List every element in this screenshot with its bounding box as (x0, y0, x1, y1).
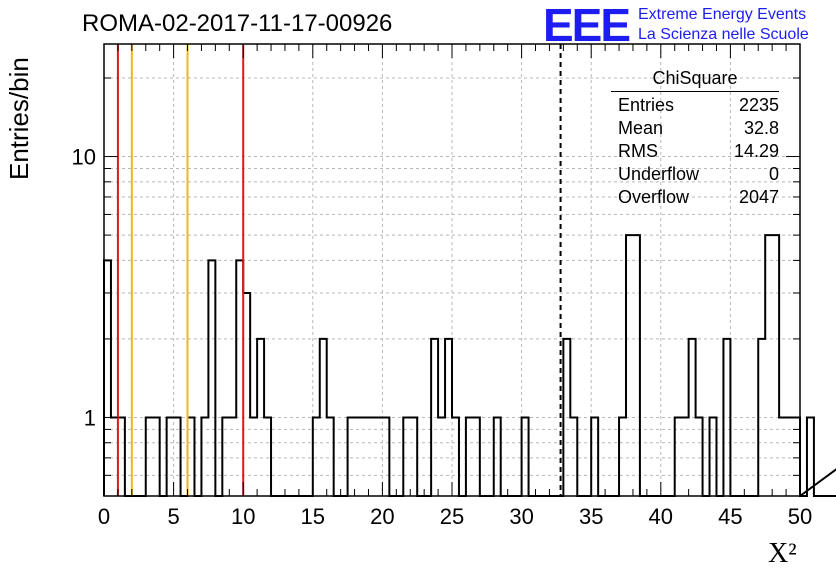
x-tick-label: 30 (509, 504, 533, 529)
x-tick-label: 10 (231, 504, 255, 529)
stats-label: Mean (618, 118, 664, 138)
stats-row-mean: Mean 32.8 (611, 117, 779, 140)
stats-row-overflow: Overflow 2047 (611, 186, 779, 209)
stats-label: Underflow (618, 164, 700, 184)
x-tick-label: 45 (718, 504, 742, 529)
histogram-line (103, 234, 836, 497)
logo-line-2: La Scienza nelle Scuole (638, 26, 809, 43)
stats-value: 2235 (738, 95, 779, 115)
x-tick-label: 25 (440, 504, 464, 529)
x-tick-label: 50 (788, 504, 812, 529)
stats-row-underflow: Underflow 0 (611, 163, 779, 186)
x-tick-label: 0 (98, 504, 110, 529)
y-tick-label: 1 (84, 405, 96, 430)
x-tick-label: 5 (167, 504, 179, 529)
x-tick-label: 40 (649, 504, 673, 529)
stats-value: 0 (768, 164, 779, 184)
stats-value: 14.29 (733, 141, 779, 161)
stats-row-entries: Entries 2235 (611, 94, 779, 117)
stats-box-name: ChiSquare (611, 68, 779, 92)
stats-value: 2047 (738, 187, 779, 207)
y-axis-label: Entries/bin (4, 57, 34, 180)
chart-title: ROMA-02-2017-11-17-00926 (82, 10, 393, 37)
stats-box: ChiSquare Entries 2235 Mean 32.8 RMS 14.… (611, 68, 779, 209)
stats-value: 32.8 (743, 118, 779, 138)
x-tick-label: 15 (301, 504, 325, 529)
logo-line-1: Extreme Energy Events (638, 6, 807, 23)
x-axis-label: X² (768, 538, 797, 569)
stats-label: Entries (618, 95, 675, 115)
x-tick-label: 35 (579, 504, 603, 529)
logo-mark: EEE (543, 0, 631, 51)
x-tick-label: 20 (370, 504, 394, 529)
stats-row-rms: RMS 14.29 (611, 140, 779, 163)
y-tick-label: 10 (72, 145, 96, 170)
stats-label: RMS (618, 141, 658, 161)
stats-label: Overflow (618, 187, 690, 207)
